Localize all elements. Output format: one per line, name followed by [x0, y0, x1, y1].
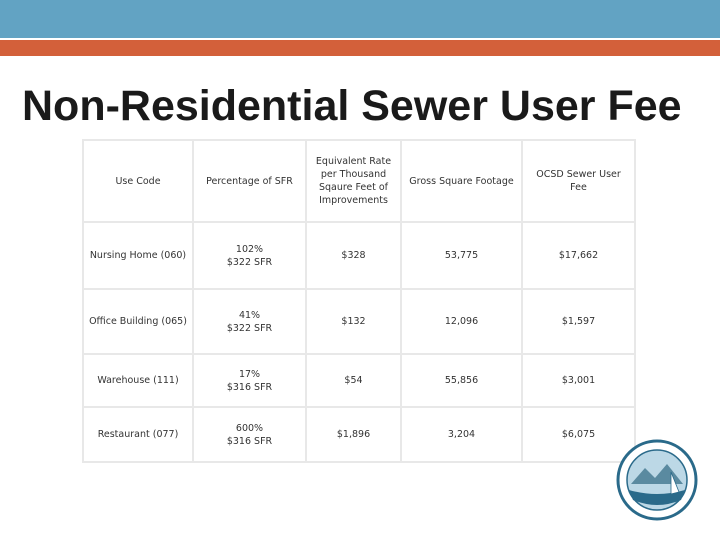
table-cell: 600% $316 SFR	[194, 408, 305, 461]
cell-line: $316 SFR	[226, 435, 273, 447]
table-cell: 12,096	[402, 290, 521, 353]
cell-line: 600%	[235, 422, 264, 434]
table-row: Warehouse (111) 17% $316 SFR $54 55,856 $3,00…	[84, 355, 634, 406]
cell-line: $322 SFR	[226, 322, 273, 334]
header-cell: Equivalent Rate per Thousand Sqaure Feet…	[307, 141, 400, 221]
table-cell: 53,775	[402, 223, 521, 288]
table-cell: $132	[307, 290, 400, 353]
table-cell: 17% $316 SFR	[194, 355, 305, 406]
table-cell: $6,075	[523, 408, 634, 461]
cell-line: 102%	[235, 243, 264, 255]
cell-line: $316 SFR	[226, 381, 273, 393]
table-cell: $17,662	[523, 223, 634, 288]
table-cell: Warehouse (111)	[84, 355, 192, 406]
table-row: Nursing Home (060) 102% $322 SFR $328 53,775…	[84, 223, 634, 288]
accent-bar	[0, 40, 720, 56]
header-row: Use Code Percentage of SFR Equivalent Rate…	[84, 141, 634, 221]
table-cell: Office Building (065)	[84, 290, 192, 353]
table-cell: 102% $322 SFR	[194, 223, 305, 288]
table-row: Restaurant (077) 600% $316 SFR $1,896 3,204 $…	[84, 408, 634, 461]
header-cell: Gross Square Footage	[402, 141, 521, 221]
cell-line: $322 SFR	[226, 256, 273, 268]
table-cell: 3,204	[402, 408, 521, 461]
header-cell: Use Code	[84, 141, 192, 221]
cell-line: 41%	[238, 309, 261, 321]
table-row: Office Building (065) 41% $322 SFR $132 12,0…	[84, 290, 634, 353]
cell-line: 17%	[238, 368, 261, 380]
table-cell: Nursing Home (060)	[84, 223, 192, 288]
table-cell: $54	[307, 355, 400, 406]
table-cell: $3,001	[523, 355, 634, 406]
top-bar	[0, 0, 720, 38]
header-cell: Percentage of SFR	[194, 141, 305, 221]
table-cell: 41% $322 SFR	[194, 290, 305, 353]
table-cell: $1,896	[307, 408, 400, 461]
district-logo	[616, 439, 698, 521]
header-cell: OCSD Sewer User Fee	[523, 141, 634, 221]
table-cell: $328	[307, 223, 400, 288]
table-cell: $1,597	[523, 290, 634, 353]
table-cell: Restaurant (077)	[84, 408, 192, 461]
fee-table: Use Code Percentage of SFR Equivalent Rate…	[82, 139, 636, 463]
table-cell: 55,856	[402, 355, 521, 406]
slide-title: Non-Residential Sewer User Fee	[22, 82, 682, 130]
